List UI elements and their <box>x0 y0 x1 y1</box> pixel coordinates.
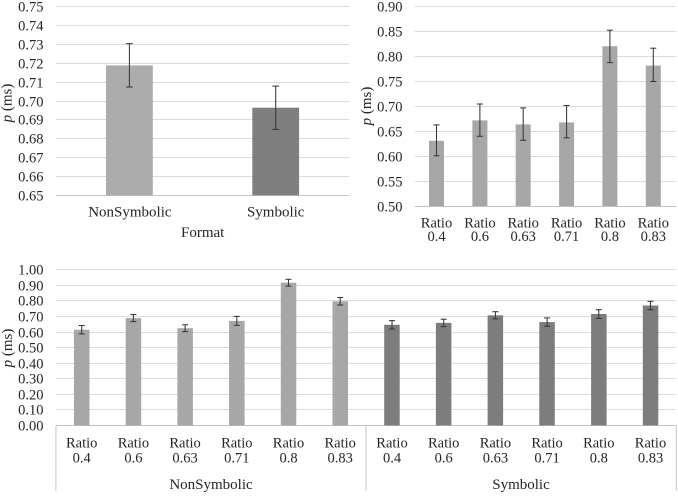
svg-text:Ratio: Ratio <box>428 436 459 452</box>
svg-text:Ratio: Ratio <box>635 436 666 452</box>
svg-text:0.71: 0.71 <box>224 451 249 467</box>
svg-text:Symbolic: Symbolic <box>492 477 550 493</box>
svg-text:NonSymbolic: NonSymbolic <box>169 477 253 493</box>
svg-text:0.73: 0.73 <box>18 38 43 54</box>
svg-text:Ratio: Ratio <box>221 436 252 452</box>
svg-text:0.30: 0.30 <box>18 372 43 388</box>
svg-text:0.8: 0.8 <box>601 229 619 245</box>
svg-text:0.4: 0.4 <box>73 451 92 467</box>
svg-text:0.75: 0.75 <box>377 75 402 91</box>
svg-text:Ratio: Ratio <box>480 436 511 452</box>
svg-text:0.83: 0.83 <box>638 451 663 467</box>
svg-text:Ratio: Ratio <box>507 216 538 232</box>
svg-text:Ratio: Ratio <box>169 436 200 452</box>
svg-text:0.55: 0.55 <box>377 175 402 191</box>
svg-text:0.63: 0.63 <box>483 451 508 467</box>
svg-text:0.00: 0.00 <box>18 419 43 435</box>
svg-text:0.83: 0.83 <box>641 229 666 245</box>
svg-text:0.4: 0.4 <box>427 229 446 245</box>
svg-text:0.71: 0.71 <box>554 229 579 245</box>
svg-text:p (ms): p (ms) <box>0 329 16 369</box>
svg-text:Ratio: Ratio <box>324 436 355 452</box>
svg-text:Ratio: Ratio <box>531 436 562 452</box>
svg-text:p (ms): p (ms) <box>359 87 375 127</box>
svg-text:0.80: 0.80 <box>377 50 402 66</box>
svg-text:0.90: 0.90 <box>18 279 43 295</box>
svg-text:0.4: 0.4 <box>383 451 402 467</box>
svg-text:Ratio: Ratio <box>583 436 614 452</box>
svg-text:Ratio: Ratio <box>594 216 625 232</box>
svg-text:Ratio: Ratio <box>638 216 669 232</box>
svg-text:0.71: 0.71 <box>18 76 43 92</box>
svg-text:0.80: 0.80 <box>18 294 43 310</box>
svg-text:Ratio: Ratio <box>118 436 149 452</box>
svg-text:0.83: 0.83 <box>328 451 353 467</box>
svg-text:0.70: 0.70 <box>18 310 43 326</box>
svg-text:0.60: 0.60 <box>377 150 402 166</box>
svg-text:0.69: 0.69 <box>18 113 43 129</box>
svg-text:Format: Format <box>181 225 225 241</box>
svg-text:NonSymbolic: NonSymbolic <box>88 205 172 221</box>
svg-text:0.71: 0.71 <box>534 451 559 467</box>
svg-text:0.50: 0.50 <box>18 341 43 357</box>
svg-text:Ratio: Ratio <box>551 216 582 232</box>
svg-text:0.40: 0.40 <box>18 357 43 373</box>
svg-text:0.20: 0.20 <box>18 388 43 404</box>
svg-text:Ratio: Ratio <box>66 436 97 452</box>
svg-text:0.67: 0.67 <box>18 151 43 167</box>
svg-text:Ratio: Ratio <box>464 216 495 232</box>
svg-text:0.60: 0.60 <box>18 326 43 342</box>
svg-text:0.65: 0.65 <box>377 125 402 141</box>
svg-text:Ratio: Ratio <box>273 436 304 452</box>
svg-text:Ratio: Ratio <box>421 216 452 232</box>
svg-text:0.65: 0.65 <box>18 189 43 205</box>
svg-text:0.68: 0.68 <box>18 132 43 148</box>
svg-text:0.66: 0.66 <box>18 170 43 186</box>
svg-text:0.8: 0.8 <box>590 451 608 467</box>
svg-text:0.63: 0.63 <box>172 451 197 467</box>
svg-text:0.72: 0.72 <box>18 57 43 73</box>
svg-text:0.85: 0.85 <box>377 25 402 41</box>
svg-text:0.63: 0.63 <box>511 229 536 245</box>
svg-text:Ratio: Ratio <box>376 436 407 452</box>
svg-text:1.00: 1.00 <box>18 263 43 279</box>
svg-text:0.50: 0.50 <box>377 200 402 216</box>
svg-text:0.6: 0.6 <box>471 229 489 245</box>
svg-text:p (ms): p (ms) <box>0 84 16 124</box>
svg-text:0.8: 0.8 <box>279 451 297 467</box>
svg-text:0.70: 0.70 <box>377 100 402 116</box>
svg-text:Symbolic: Symbolic <box>247 205 305 221</box>
svg-text:0.70: 0.70 <box>18 95 43 111</box>
svg-text:0.10: 0.10 <box>18 403 43 419</box>
svg-text:0.6: 0.6 <box>435 451 453 467</box>
svg-text:0.74: 0.74 <box>18 19 44 35</box>
svg-text:0.75: 0.75 <box>18 0 43 16</box>
svg-text:0.6: 0.6 <box>124 451 142 467</box>
svg-text:0.90: 0.90 <box>377 0 402 16</box>
